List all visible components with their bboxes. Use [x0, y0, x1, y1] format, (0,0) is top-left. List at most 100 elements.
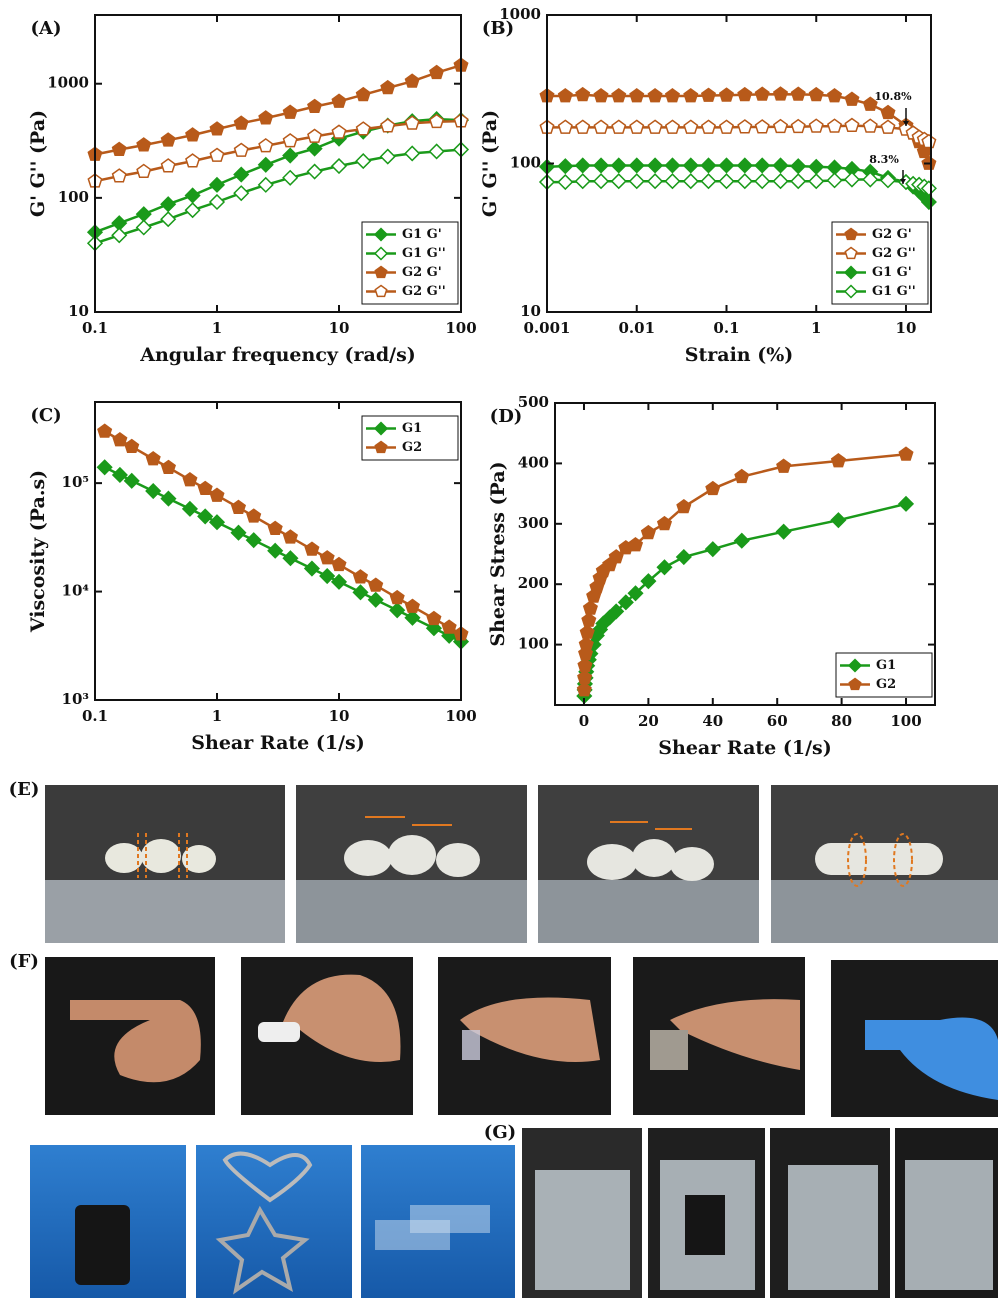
marker: [197, 480, 213, 496]
series-line: [94, 119, 462, 183]
marker: [664, 88, 680, 103]
marker: [647, 173, 664, 190]
marker: [160, 459, 176, 475]
marker: [233, 185, 250, 202]
marker: [830, 512, 847, 529]
marker: [282, 133, 298, 148]
x-axis-label: Shear Rate (1/s): [191, 732, 364, 754]
marker: [827, 88, 843, 103]
marker: [737, 86, 753, 102]
x-tick-label: 0: [579, 712, 589, 730]
marker: [656, 515, 673, 531]
marker: [826, 172, 843, 189]
legend-label: G2 G': [402, 265, 442, 280]
marker: [897, 495, 915, 512]
chart: 0 20 40 60 80 100 100 200 300 400 500(D) Shear Rate…: [487, 393, 936, 759]
y-axis-label: G' G'' (Pa): [27, 110, 49, 217]
x-tick-label: 100: [445, 707, 476, 725]
marker: [145, 451, 161, 466]
axes-frame: [94, 401, 462, 701]
marker: [920, 193, 937, 211]
star: [215, 1205, 310, 1295]
gel: [105, 843, 143, 873]
ruler: [296, 880, 527, 943]
marker: [790, 158, 807, 175]
marker: [209, 121, 225, 136]
marker: [182, 472, 198, 487]
marker: [160, 490, 177, 507]
gel: [182, 845, 216, 873]
marker: [557, 158, 574, 175]
marker: [656, 559, 673, 576]
marker: [557, 173, 574, 191]
marker: [426, 610, 442, 626]
legend-label: G1 G'': [402, 246, 446, 261]
marker: [772, 118, 789, 134]
legend-label: G2 G'': [402, 284, 446, 299]
marker: [331, 124, 347, 139]
marker: [577, 669, 593, 685]
legend-marker: [844, 227, 858, 241]
marker: [389, 602, 406, 619]
marker: [593, 119, 609, 134]
marker: [611, 88, 627, 103]
marker: [754, 119, 770, 134]
marker: [441, 619, 457, 634]
marker: [700, 157, 717, 174]
gel: [670, 847, 714, 881]
marker: [303, 560, 320, 577]
marker: [404, 115, 420, 130]
marker: [124, 438, 140, 454]
x-tick-label: 0.1: [82, 707, 108, 725]
marker: [627, 537, 644, 552]
gel: [632, 839, 676, 877]
marker: [920, 180, 937, 197]
marker: [160, 211, 177, 228]
marker: [379, 148, 396, 165]
marker: [700, 173, 717, 190]
marker: [257, 156, 274, 173]
legend-label: G1: [876, 658, 896, 673]
marker: [574, 173, 591, 190]
gel: [815, 843, 943, 875]
y-tick-label: 400: [518, 453, 549, 471]
marker: [704, 541, 721, 558]
marker: [208, 193, 226, 211]
marker: [96, 459, 113, 476]
marker: [582, 600, 598, 615]
marker: [808, 173, 825, 190]
marker: [209, 487, 225, 502]
marker: [160, 196, 177, 213]
marker: [258, 110, 274, 125]
ruler: [771, 880, 998, 943]
marker: [683, 88, 699, 103]
y-tick-label: 200: [518, 574, 549, 592]
panel-label: (A): [31, 18, 62, 39]
marker: [664, 157, 681, 174]
hand: [70, 1000, 201, 1083]
legend-marker: [844, 246, 858, 260]
legend-marker: [374, 284, 388, 298]
marker: [718, 87, 735, 102]
gel: [436, 843, 480, 877]
marker: [355, 86, 371, 102]
marker: [737, 119, 753, 134]
marker: [185, 127, 201, 142]
marker: [136, 137, 152, 152]
annotation-arrowhead: [900, 179, 906, 184]
y-axis-label: G' G'' (Pa): [479, 110, 501, 217]
y-tick-label: 300: [518, 514, 549, 532]
marker: [921, 133, 937, 149]
marker: [112, 432, 128, 447]
marker: [754, 86, 770, 101]
marker: [319, 550, 335, 565]
chart: 0.1 1 10 100 10 100 1000 (A) Angular frequency (…: [27, 14, 477, 366]
marker: [184, 202, 201, 219]
marker: [843, 171, 861, 188]
marker: [647, 88, 663, 103]
marker: [776, 458, 792, 473]
marker: [683, 119, 699, 134]
series-line: [94, 64, 462, 156]
marker: [267, 520, 283, 535]
marker: [579, 624, 595, 639]
